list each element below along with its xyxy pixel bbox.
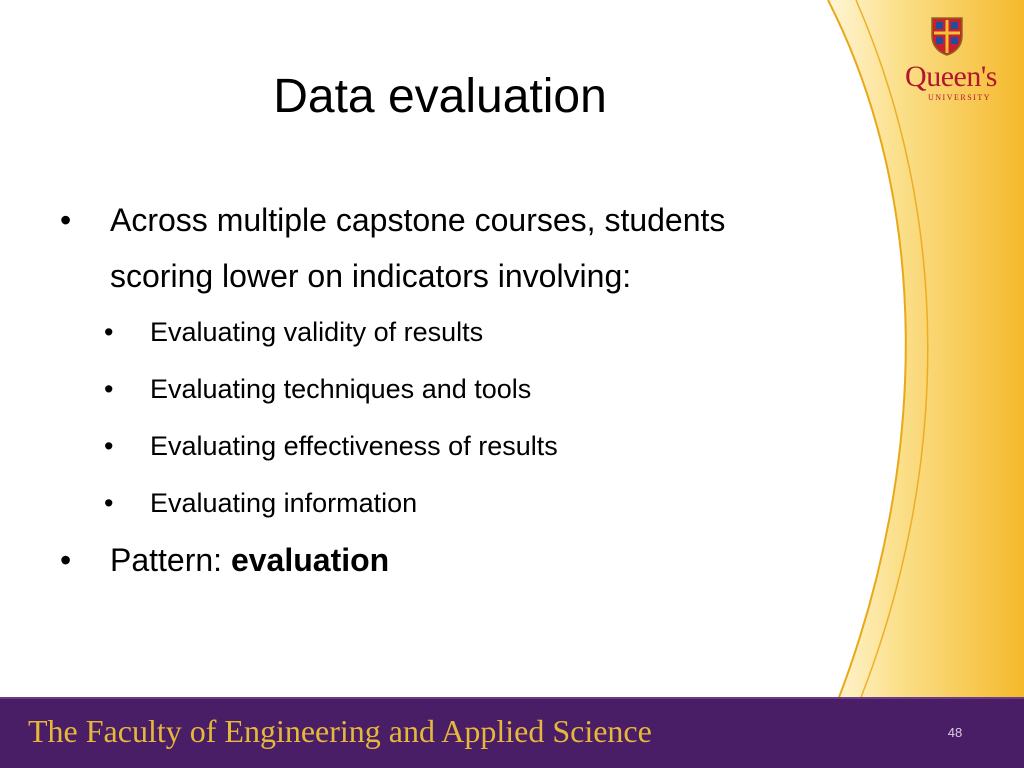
sub-bullet-information: • Evaluating information	[0, 475, 770, 532]
bullet-prefix: Pattern:	[110, 542, 231, 578]
bullet-dot: •	[104, 488, 114, 518]
sub-bullet-text: Evaluating information	[150, 488, 418, 518]
sub-bullet-validity: • Evaluating validity of results	[0, 304, 770, 361]
bullet-dot: •	[60, 542, 72, 578]
bullet-dot: •	[104, 374, 114, 404]
logo-wordmark: Queen's	[905, 60, 997, 93]
slide-title: Data evaluation	[273, 70, 607, 123]
bullet-dot: •	[60, 202, 72, 238]
queens-university-logo: Queen's UNIVERSITY	[890, 60, 1012, 103]
sub-bullet-effectiveness: • Evaluating effectiveness of results	[0, 418, 770, 475]
bullet-capstone-courses: • Across multiple capstone courses, stud…	[0, 192, 790, 304]
sub-bullet-text: Evaluating effectiveness of results	[150, 431, 558, 461]
sub-bullet-text: Evaluating validity of results	[150, 317, 484, 347]
footer-bar: The Faculty of Engineering and Applied S…	[0, 697, 1024, 768]
sub-bullet-techniques: • Evaluating techniques and tools	[0, 361, 770, 418]
bullet-dot: •	[104, 431, 114, 461]
bullet-pattern: • Pattern: evaluation	[0, 532, 790, 588]
bullet-dot: •	[104, 317, 114, 347]
footer-faculty-name: The Faculty of Engineering and Applied S…	[28, 713, 652, 749]
bullet-text: Across multiple capstone courses, studen…	[110, 202, 726, 294]
bullet-emphasis: evaluation	[230, 542, 390, 578]
logo-subtext: UNIVERSITY	[928, 93, 991, 102]
university-crest-icon	[931, 17, 963, 56]
sub-bullet-text: Evaluating techniques and tools	[150, 374, 532, 404]
slide-page-number: 48	[947, 725, 963, 740]
slide-content: • Across multiple capstone courses, stud…	[0, 192, 820, 588]
